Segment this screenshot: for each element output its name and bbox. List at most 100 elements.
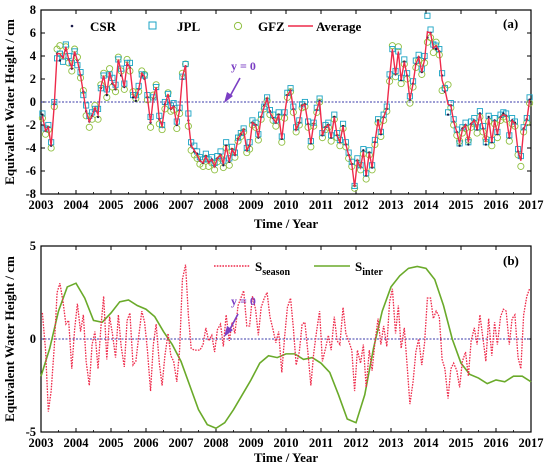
gfz-point xyxy=(429,49,437,57)
panel-a-zero-label: y = 0 xyxy=(231,59,256,73)
x-tick-label: 2012 xyxy=(344,436,369,450)
x-tick-label: 2009 xyxy=(239,436,264,450)
panel-b-tag: (b) xyxy=(503,253,519,268)
panel-b-annotation: y = 0 xyxy=(224,294,256,337)
x-tick-label: 2003 xyxy=(29,198,54,212)
legend-season-label: Sseason xyxy=(255,259,290,278)
panel-a-tag: (a) xyxy=(503,16,518,31)
legend-season-subscript: season xyxy=(262,267,290,278)
x-tick-label: 2013 xyxy=(379,436,404,450)
csr-point xyxy=(434,47,438,51)
x-tick-label: 2007 xyxy=(169,436,194,450)
panel-b-y-tick-labels: -5 0 5 xyxy=(26,239,36,439)
panel-a-annotation: y = 0 xyxy=(224,59,256,103)
y-tick-label: 4 xyxy=(30,49,37,63)
csr-point xyxy=(362,149,365,152)
panel-b-y-axis-title: Equivalent Water Height / cm xyxy=(2,256,17,422)
x-tick-label: 2015 xyxy=(449,436,474,450)
csr-point xyxy=(458,144,461,147)
y-tick-label: 5 xyxy=(30,239,36,253)
gfz-point xyxy=(42,130,50,138)
gfz-point xyxy=(456,137,464,145)
legend-average-label: Average xyxy=(316,19,361,34)
y-tick-label: 6 xyxy=(30,26,36,40)
legend-csr-marker xyxy=(70,24,74,28)
x-tick-label: 2017 xyxy=(519,198,544,212)
panel-b-arrowhead xyxy=(224,326,233,337)
panel-a-y-tick-labels: -8 -6 -4 -2 0 2 4 6 8 xyxy=(26,3,37,201)
gfz-point xyxy=(307,143,315,151)
gfz-point xyxy=(278,138,286,146)
y-tick-label: -8 xyxy=(26,187,36,201)
csr-point xyxy=(58,59,62,62)
panel-b-season-line xyxy=(41,264,531,412)
gfz-point xyxy=(85,123,93,131)
gfz-point xyxy=(406,99,414,107)
x-tick-label: 2013 xyxy=(379,198,404,212)
csr-point xyxy=(467,143,470,146)
jpl-point xyxy=(261,103,268,110)
x-tick-label: 2010 xyxy=(274,436,299,450)
panel-a-x-axis-title: Time / Year xyxy=(254,216,318,231)
csr-point xyxy=(41,113,44,116)
gfz-point xyxy=(106,65,114,73)
x-tick-label: 2016 xyxy=(484,198,509,212)
x-tick-label: 2017 xyxy=(519,436,544,450)
csr-point xyxy=(105,93,109,97)
x-tick-label: 2009 xyxy=(239,198,264,212)
gfz-point xyxy=(327,137,335,145)
panel-b-annotation-arrow xyxy=(228,313,239,332)
legend-inter-label: Sinter xyxy=(355,259,383,278)
csr-point xyxy=(134,99,138,103)
panel-a-ticks xyxy=(40,9,532,195)
y-tick-label: -2 xyxy=(26,118,36,132)
x-tick-label: 2006 xyxy=(134,198,159,212)
jpl-point xyxy=(60,58,67,65)
csr-point xyxy=(96,115,100,119)
y-tick-label: -6 xyxy=(26,164,36,178)
y-tick-label: -4 xyxy=(26,141,37,155)
panel-a-y-axis-title: Equivalent Water Height / cm xyxy=(2,19,17,185)
x-tick-label: 2016 xyxy=(484,436,509,450)
jpl-point xyxy=(223,139,230,146)
gfz-point xyxy=(444,81,452,89)
y-tick-label: 0 xyxy=(30,332,36,346)
legend-csr-label: CSR xyxy=(90,19,117,34)
gfz-point xyxy=(397,80,405,88)
panel-b-inter-line xyxy=(40,265,532,430)
csr-point xyxy=(502,112,505,115)
y-tick-label: -5 xyxy=(26,425,36,439)
panel-b-x-tick-labels: 2003 2004 2005 2006 2007 2008 2009 2010 2011 2012… xyxy=(29,436,544,450)
x-tick-label: 2008 xyxy=(204,198,229,212)
x-tick-label: 2011 xyxy=(309,436,333,450)
gfz-point xyxy=(488,142,496,150)
y-tick-label: 2 xyxy=(30,72,36,86)
csr-point xyxy=(222,164,225,167)
legend-inter-subscript: inter xyxy=(362,267,383,278)
gfz-point xyxy=(423,38,431,46)
x-tick-label: 2014 xyxy=(414,198,440,212)
x-tick-label: 2008 xyxy=(204,436,229,450)
panel-b-zero-label: y = 0 xyxy=(231,294,256,308)
x-tick-label: 2010 xyxy=(274,198,299,212)
x-tick-label: 2004 xyxy=(64,436,90,450)
x-tick-label: 2005 xyxy=(99,198,124,212)
panel-a-gfz-markers xyxy=(38,34,534,192)
legend-season-base: S xyxy=(255,259,262,274)
x-tick-label: 2006 xyxy=(134,436,159,450)
gfz-point xyxy=(362,175,370,183)
y-tick-label: 0 xyxy=(30,95,36,109)
legend-gfz-marker xyxy=(233,21,243,31)
x-tick-label: 2004 xyxy=(64,198,90,212)
x-tick-label: 2011 xyxy=(309,198,333,212)
panel-b-x-axis-title: Time / Year xyxy=(254,450,318,465)
gfz-point xyxy=(464,136,472,144)
jpl-point xyxy=(427,26,434,33)
panel-b-legend: Sseason Sinter xyxy=(214,259,383,278)
x-tick-label: 2005 xyxy=(99,436,124,450)
legend-gfz-label: GFZ xyxy=(258,19,285,34)
panel-a-arrowhead xyxy=(224,92,233,103)
csr-point xyxy=(484,143,488,146)
